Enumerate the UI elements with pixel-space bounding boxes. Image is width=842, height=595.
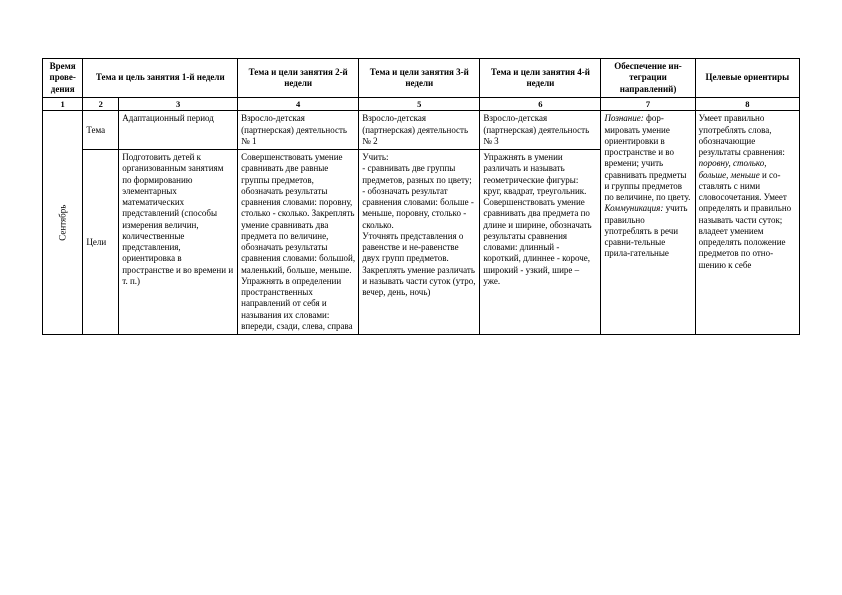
number-row: 1 2 3 4 5 6 7 8: [43, 97, 800, 111]
tema-week1: Адаптационный период: [119, 111, 238, 150]
num-7: 7: [601, 97, 695, 111]
celi-week1: Подготовить детей к организованным занят…: [119, 150, 238, 335]
tema-label: Тема: [83, 111, 119, 150]
num-3: 3: [119, 97, 238, 111]
integration-cell: Познание: фор-мировать умение ориентиров…: [601, 111, 695, 335]
header-week1: Тема и цель занятия 1-й недели: [83, 59, 238, 98]
tema-row: Сентябрь Тема Адаптационный период Взрос…: [43, 111, 800, 150]
celi-week4: Упражнять в умении различать и называть …: [480, 150, 601, 335]
num-4: 4: [238, 97, 359, 111]
header-integration: Обеспечение ин-теграции направлений): [601, 59, 695, 98]
celi-label: Цели: [83, 150, 119, 335]
num-5: 5: [359, 97, 480, 111]
celi-week3: Учить:- сравнивать две группы предметов,…: [359, 150, 480, 335]
header-week2: Тема и цели занятия 2-й недели: [238, 59, 359, 98]
tema-week2: Взросло-детская (партнерская) деятельнос…: [238, 111, 359, 150]
num-8: 8: [695, 97, 799, 111]
tema-week3: Взросло-детская (партнерская) деятельнос…: [359, 111, 480, 150]
header-row: Время прове-дения Тема и цель занятия 1-…: [43, 59, 800, 98]
month-cell: Сентябрь: [43, 111, 83, 335]
header-time: Время прове-дения: [43, 59, 83, 98]
num-6: 6: [480, 97, 601, 111]
planning-table: Время прове-дения Тема и цель занятия 1-…: [42, 58, 800, 335]
header-week4: Тема и цели занятия 4-й недели: [480, 59, 601, 98]
celi-week2: Совершенствовать умение сравнивать две р…: [238, 150, 359, 335]
header-targets: Целевые ориентиры: [695, 59, 799, 98]
targets-cell: Умеет правильно употреблять слова, обозн…: [695, 111, 799, 335]
header-week3: Тема и цели занятия 3-й недели: [359, 59, 480, 98]
num-1: 1: [43, 97, 83, 111]
num-2: 2: [83, 97, 119, 111]
tema-week4: Взросло-детская (партнерская) деятельнос…: [480, 111, 601, 150]
document-page: Время прове-дения Тема и цель занятия 1-…: [0, 0, 842, 365]
